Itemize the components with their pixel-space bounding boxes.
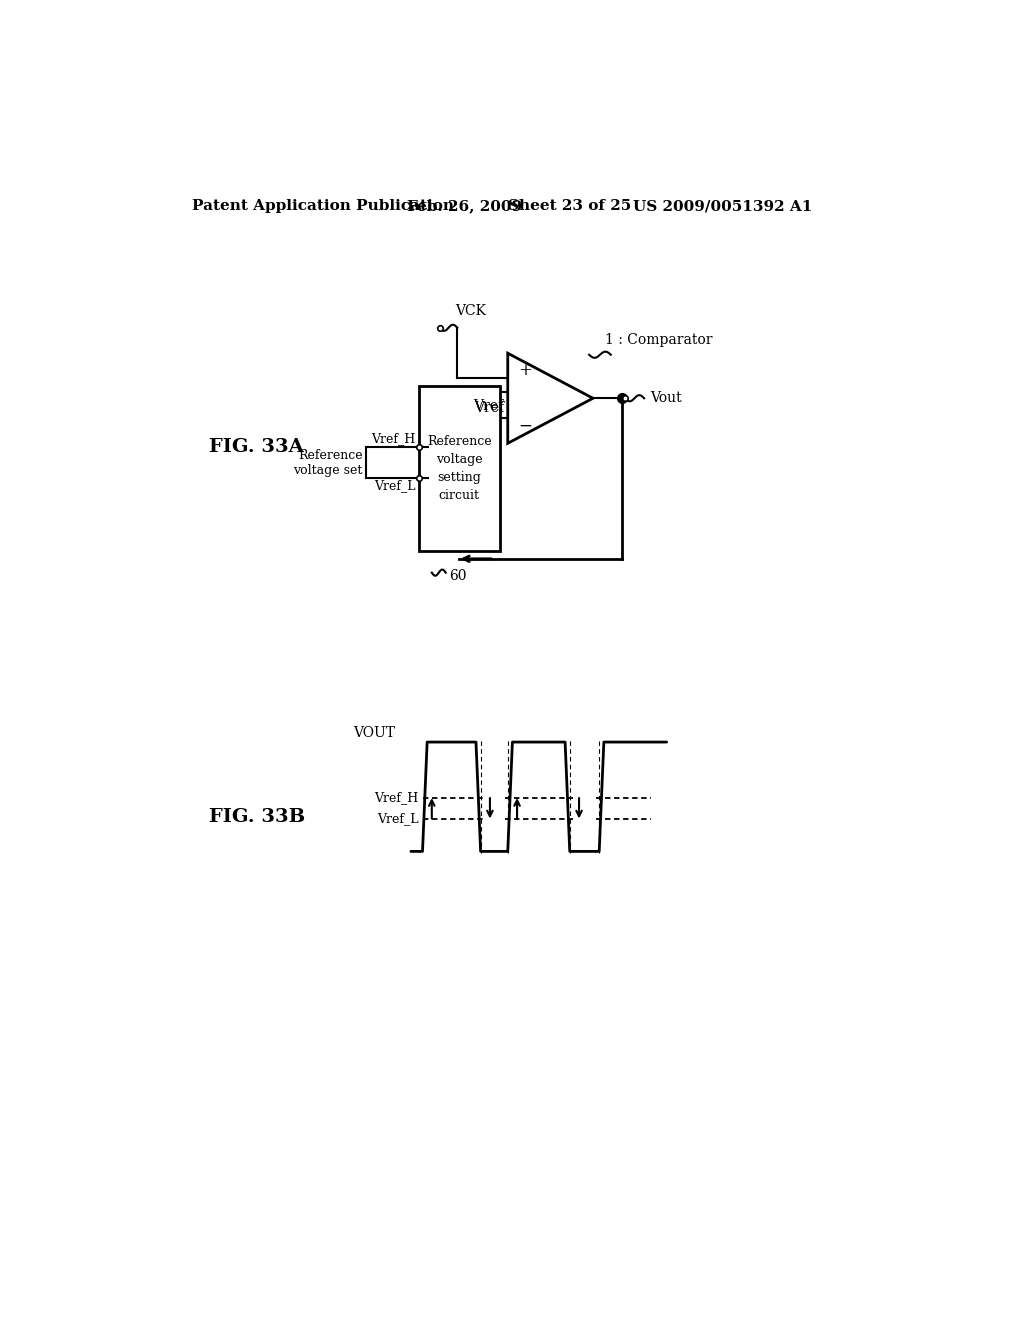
Text: VCK: VCK xyxy=(455,304,486,318)
Text: Vref: Vref xyxy=(474,401,504,414)
Text: FIG. 33B: FIG. 33B xyxy=(209,808,305,826)
Text: Vout: Vout xyxy=(650,391,682,405)
Text: Sheet 23 of 25: Sheet 23 of 25 xyxy=(508,199,631,213)
Text: FIG. 33A: FIG. 33A xyxy=(209,438,304,457)
Text: Vref_L: Vref_L xyxy=(377,813,419,825)
Text: Vref_H: Vref_H xyxy=(375,791,419,804)
Text: VOUT: VOUT xyxy=(353,726,395,739)
Text: Vref_H: Vref_H xyxy=(372,433,416,446)
Text: Vref_L: Vref_L xyxy=(374,479,416,492)
Text: 60: 60 xyxy=(449,569,466,582)
Text: US 2009/0051392 A1: US 2009/0051392 A1 xyxy=(633,199,813,213)
Text: Vref: Vref xyxy=(473,400,503,413)
Text: +: + xyxy=(518,362,532,379)
Text: Patent Application Publication: Patent Application Publication xyxy=(191,199,454,213)
Text: Reference
voltage set: Reference voltage set xyxy=(294,449,362,477)
Text: −: − xyxy=(518,418,532,434)
Text: 1 : Comparator: 1 : Comparator xyxy=(604,333,712,347)
Text: Reference
voltage
setting
circuit: Reference voltage setting circuit xyxy=(427,434,492,502)
Bar xyxy=(419,385,500,552)
Text: Feb. 26, 2009: Feb. 26, 2009 xyxy=(407,199,522,213)
Polygon shape xyxy=(508,354,593,444)
